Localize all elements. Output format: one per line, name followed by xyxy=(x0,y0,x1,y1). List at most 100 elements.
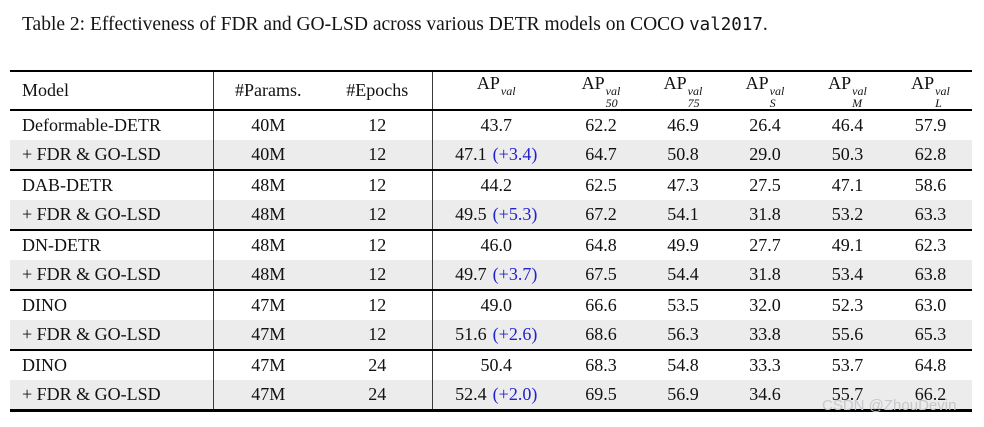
ap-sub: M xyxy=(852,95,863,110)
ap-supsub: val S xyxy=(770,85,785,109)
cell-ap-l: 57.9 xyxy=(914,115,947,136)
table-header-row: Model #Params. #Epochs AP val AP val 50 AP v… xyxy=(10,71,972,112)
cell-ap-s: 31.8 xyxy=(724,200,806,231)
cell-ap-s: 31.8 xyxy=(724,260,806,291)
cell-ap-l: 63.3 xyxy=(889,200,972,231)
cell-ap-m: 55.6 xyxy=(806,320,889,351)
ap-supsub: val xyxy=(501,85,516,109)
ap-delta: (+3.4) xyxy=(492,144,538,165)
header-ap-s: AP val S xyxy=(724,71,806,112)
cell-ap50: 62.2 xyxy=(585,115,617,136)
ap-base: AP xyxy=(911,72,935,93)
cell-epochs: 24 xyxy=(323,380,433,411)
table-row: + FDR & GO-LSD 47M 24 52.4 (+2.0) 69.5 56… xyxy=(10,380,972,411)
cell-ap: 47.1 (+3.4) xyxy=(432,140,560,171)
cell-ap75: 56.3 xyxy=(642,320,724,351)
cell-ap-s: 33.8 xyxy=(724,320,806,351)
ap-delta: (+2.6) xyxy=(492,324,538,345)
cell-ap-l: 65.3 xyxy=(889,320,972,351)
cell-ap-s: 29.0 xyxy=(724,140,806,171)
ap-supsub: val M xyxy=(852,85,867,109)
ap-supsub: val 75 xyxy=(688,85,703,109)
cell-model: Deformable-DETR xyxy=(10,110,214,141)
cell-ap-l: 63.8 xyxy=(889,260,972,291)
cell-model: + FDR & GO-LSD xyxy=(10,260,214,291)
cell-ap-s: 26.4 xyxy=(749,115,781,136)
ap-value: 43.7 xyxy=(480,115,513,136)
cell-params: 47M xyxy=(213,380,323,411)
cell-ap75: 50.8 xyxy=(642,140,724,171)
cell-ap50: 68.6 xyxy=(560,320,642,351)
cell-ap50: 66.6 xyxy=(560,289,642,321)
ap-sub: 50 xyxy=(605,95,618,110)
header-ap-m: AP val M xyxy=(806,71,889,112)
cell-ap-l: 66.2 xyxy=(889,380,972,411)
ap-value: 47.1 xyxy=(455,144,487,165)
ap-sup: val xyxy=(687,83,703,98)
ap-value: 51.6 xyxy=(455,324,487,345)
cell-ap50: 68.3 xyxy=(560,349,642,381)
cell-ap-m: 53.7 xyxy=(806,349,889,381)
cell-params: 47M xyxy=(213,320,323,351)
cell-ap-s: 27.5 xyxy=(724,169,806,201)
table-caption: Table 2: Effectiveness of FDR and GO-LSD… xyxy=(0,0,984,37)
ap-supsub: val 50 xyxy=(606,85,621,109)
cell-params: 47M xyxy=(213,349,323,381)
ap-value: 50.4 xyxy=(480,355,513,376)
ap-value: 49.5 xyxy=(455,204,487,225)
ap-base: AP xyxy=(828,72,852,93)
header-params: #Params. xyxy=(213,71,323,112)
cell-epochs: 12 xyxy=(323,140,433,171)
cell-params: 48M xyxy=(213,260,323,291)
cell-ap: 44.2 xyxy=(432,169,560,201)
table-row: DINO 47M 24 50.4 68.3 54.8 33.3 53.7 64.… xyxy=(10,349,972,381)
cell-ap50: 67.5 xyxy=(560,260,642,291)
cell-params: 48M xyxy=(213,229,323,261)
ap-sup: val xyxy=(852,83,867,98)
cell-ap-s: 32.0 xyxy=(724,289,806,321)
caption-code-val2017: val2017 xyxy=(689,15,763,35)
cell-epochs: 12 xyxy=(323,200,433,231)
cell-model: + FDR & GO-LSD xyxy=(10,320,214,351)
ap-value: 44.2 xyxy=(480,175,513,196)
ap-delta: (+2.0) xyxy=(492,384,538,405)
cell-epochs: 24 xyxy=(323,349,433,381)
cell-ap: 49.7 (+3.7) xyxy=(432,260,560,291)
cell-ap75: 56.9 xyxy=(642,380,724,411)
results-table: Model #Params. #Epochs AP val AP val 50 AP v… xyxy=(10,70,972,413)
cell-ap-l: 58.6 xyxy=(889,169,972,201)
cell-epochs: 12 xyxy=(323,229,433,261)
cell-ap-m: 52.3 xyxy=(806,289,889,321)
cell-epochs: 12 xyxy=(323,289,433,321)
cell-ap: 46.0 xyxy=(432,229,560,261)
cell-model: + FDR & GO-LSD xyxy=(10,140,214,171)
ap-value: 49.0 xyxy=(480,295,513,316)
cell-ap50: 64.7 xyxy=(560,140,642,171)
cell-model: DN-DETR xyxy=(10,229,214,261)
cell-ap-s: 33.3 xyxy=(724,349,806,381)
table-row: DN-DETR 48M 12 46.0 64.8 49.9 27.7 49.1 … xyxy=(10,229,972,261)
cell-ap75: 54.4 xyxy=(642,260,724,291)
ap-base: AP xyxy=(663,72,687,93)
caption-text: Table 2: Effectiveness of FDR and GO-LSD… xyxy=(22,14,690,35)
cell-epochs: 12 xyxy=(323,320,433,351)
cell-ap-m: 46.4 xyxy=(831,115,864,136)
ap-base: AP xyxy=(476,72,500,93)
ap-sup: val xyxy=(500,83,516,98)
cell-model: + FDR & GO-LSD xyxy=(10,380,214,411)
ap-sub: 75 xyxy=(687,95,700,110)
cell-epochs: 12 xyxy=(323,169,433,201)
cell-ap50: 62.5 xyxy=(560,169,642,201)
ap-delta: (+3.7) xyxy=(492,264,538,285)
cell-ap: 51.6 (+2.6) xyxy=(432,320,560,351)
ap-sup: val xyxy=(769,83,785,98)
cell-ap75: 53.5 xyxy=(642,289,724,321)
header-model: Model xyxy=(10,71,214,112)
cell-ap-s: 34.6 xyxy=(724,380,806,411)
table-row: DINO 47M 12 49.0 66.6 53.5 32.0 52.3 63.… xyxy=(10,289,972,321)
cell-ap75: 47.3 xyxy=(642,169,724,201)
cell-epochs: 12 xyxy=(323,260,433,291)
cell-model: DAB-DETR xyxy=(10,169,214,201)
cell-ap: 49.5 (+5.3) xyxy=(432,200,560,231)
